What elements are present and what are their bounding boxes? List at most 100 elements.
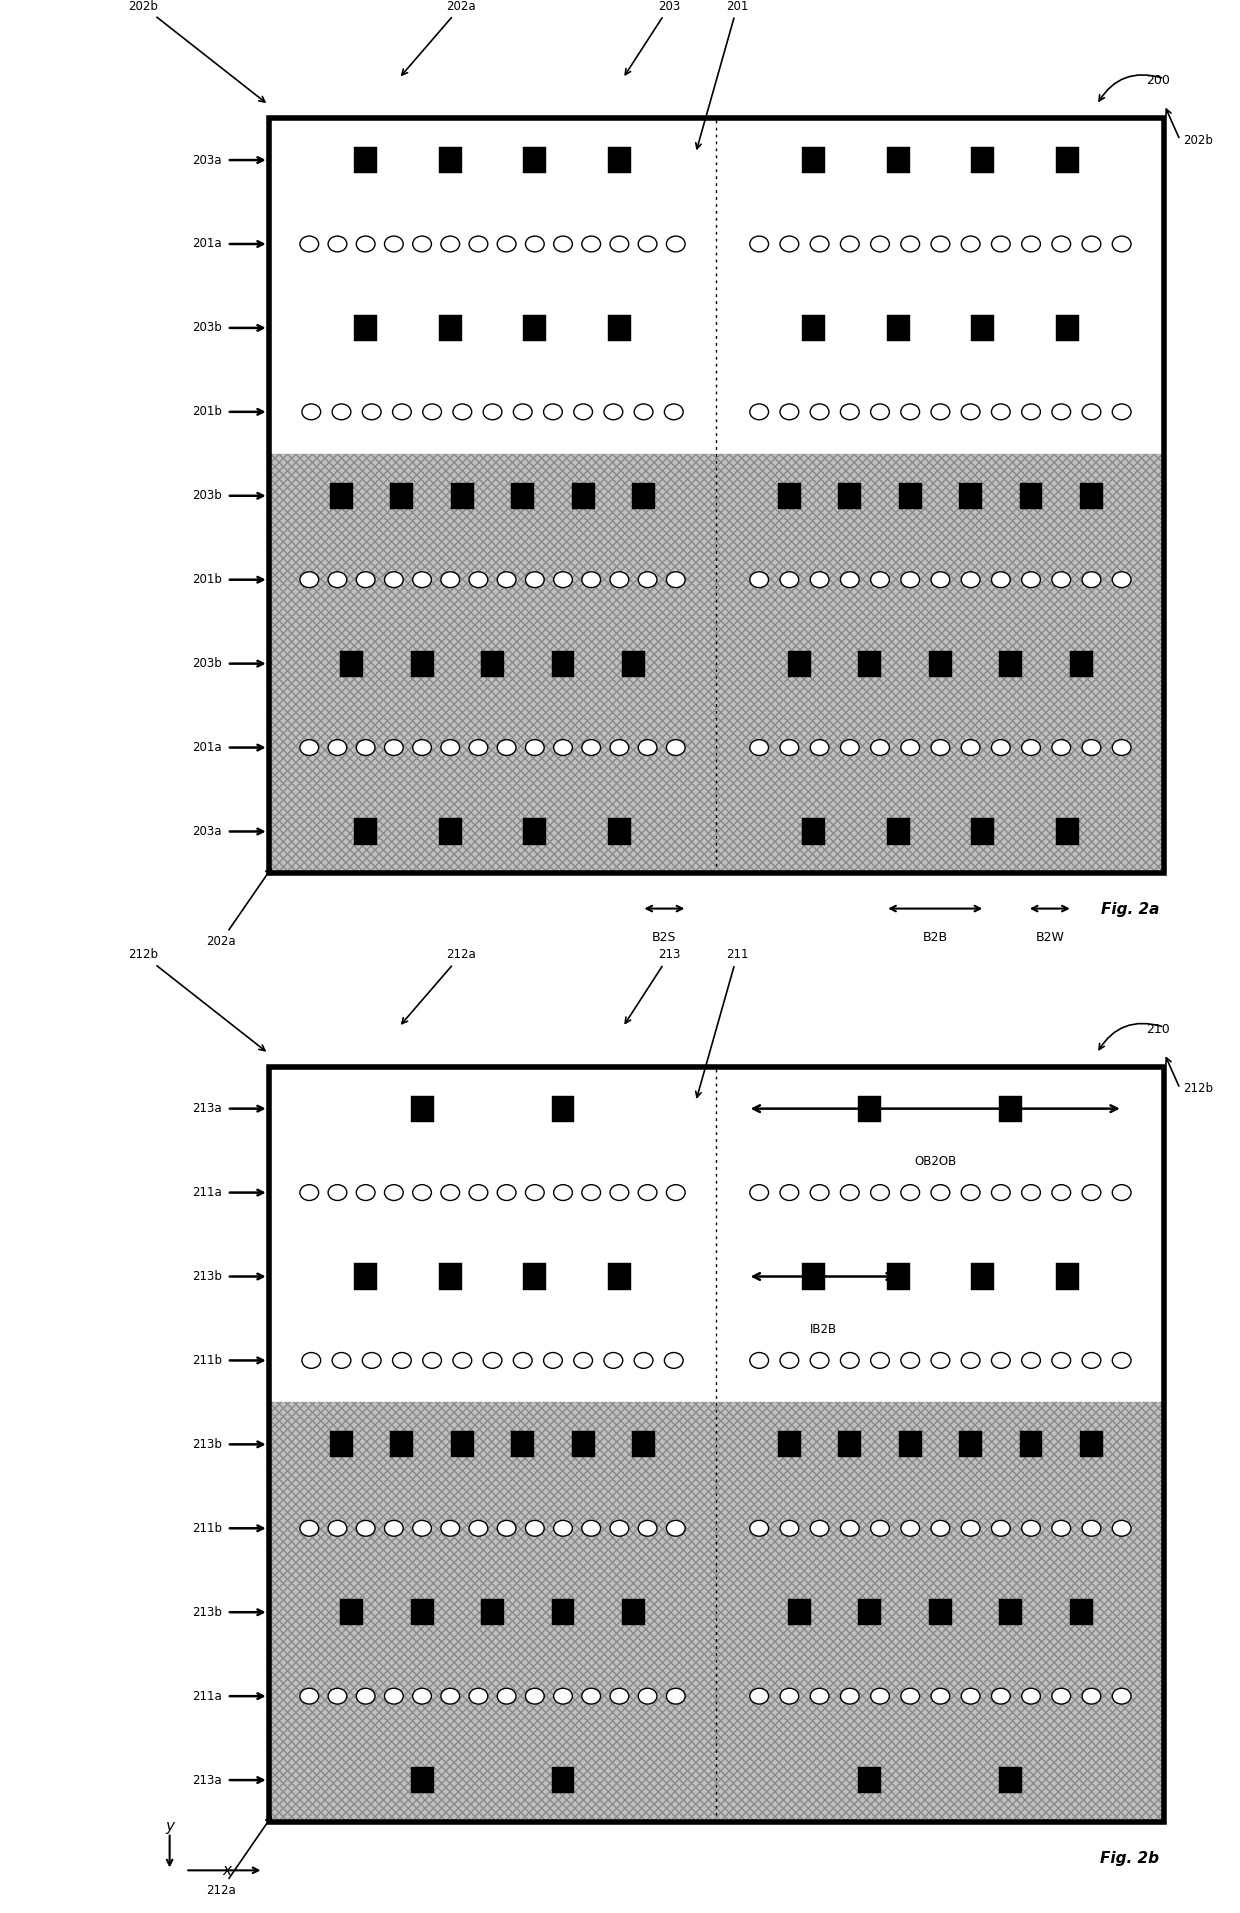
Circle shape [870, 740, 889, 756]
Text: Fig. 2a: Fig. 2a [1101, 903, 1159, 918]
Text: 202b: 202b [128, 0, 265, 101]
Text: 212b: 212b [128, 949, 265, 1050]
Circle shape [610, 1521, 629, 1536]
Circle shape [870, 1184, 889, 1201]
Circle shape [931, 1184, 950, 1201]
Circle shape [526, 1184, 544, 1201]
Bar [929, 650, 952, 677]
Circle shape [553, 1184, 573, 1201]
Circle shape [666, 1521, 686, 1536]
Circle shape [780, 572, 799, 587]
Bar [439, 1263, 461, 1289]
Circle shape [356, 235, 374, 253]
Circle shape [1083, 1521, 1101, 1536]
Circle shape [992, 1352, 1011, 1368]
Circle shape [961, 235, 980, 253]
Bar [608, 1263, 631, 1289]
Circle shape [780, 1689, 799, 1704]
Circle shape [961, 1521, 980, 1536]
Circle shape [992, 1521, 1011, 1536]
Bar [481, 1599, 503, 1626]
Text: 201a: 201a [192, 237, 222, 251]
Bar [269, 453, 1164, 874]
Circle shape [484, 1352, 502, 1368]
Circle shape [469, 235, 487, 253]
Circle shape [810, 740, 830, 756]
Circle shape [362, 1352, 381, 1368]
Circle shape [1022, 1184, 1040, 1201]
Circle shape [900, 404, 920, 419]
Circle shape [750, 1689, 769, 1704]
Bar [355, 147, 377, 172]
Circle shape [497, 235, 516, 253]
Circle shape [665, 1352, 683, 1368]
Circle shape [750, 235, 769, 253]
Circle shape [810, 1184, 830, 1201]
Circle shape [582, 1521, 600, 1536]
Circle shape [393, 1352, 412, 1368]
Circle shape [469, 1689, 487, 1704]
Circle shape [780, 1184, 799, 1201]
Circle shape [1022, 1352, 1040, 1368]
Circle shape [1022, 740, 1040, 756]
Circle shape [553, 572, 573, 587]
Circle shape [810, 1352, 830, 1368]
Circle shape [393, 404, 412, 419]
Bar [552, 650, 574, 677]
Circle shape [931, 740, 950, 756]
Circle shape [666, 1184, 686, 1201]
Bar [269, 453, 1164, 874]
Bar [632, 1431, 655, 1458]
Circle shape [780, 740, 799, 756]
Bar [451, 1431, 474, 1458]
Circle shape [300, 235, 319, 253]
Circle shape [582, 740, 600, 756]
Circle shape [780, 1352, 799, 1368]
Text: 203a: 203a [192, 825, 222, 838]
Circle shape [931, 1352, 950, 1368]
Bar [552, 1599, 574, 1626]
Circle shape [841, 740, 859, 756]
Circle shape [841, 404, 859, 419]
Circle shape [841, 1352, 859, 1368]
Circle shape [610, 1689, 629, 1704]
Circle shape [810, 1689, 830, 1704]
Bar [777, 1431, 801, 1458]
Bar [410, 1096, 434, 1121]
Circle shape [553, 1689, 573, 1704]
Circle shape [356, 1689, 374, 1704]
Text: 203b: 203b [192, 658, 222, 670]
Circle shape [1022, 1689, 1040, 1704]
Bar [355, 316, 377, 341]
Circle shape [497, 1689, 516, 1704]
Circle shape [1083, 1689, 1101, 1704]
Bar [777, 482, 801, 509]
Bar [999, 1096, 1022, 1121]
Circle shape [356, 572, 374, 587]
Text: 202b: 202b [1183, 134, 1213, 147]
Circle shape [497, 740, 516, 756]
Text: 211b: 211b [192, 1354, 222, 1368]
Bar [269, 119, 1164, 874]
Text: 201: 201 [696, 0, 749, 149]
Bar [410, 650, 434, 677]
Circle shape [841, 235, 859, 253]
Circle shape [301, 404, 321, 419]
Bar [608, 316, 631, 341]
Circle shape [639, 1689, 657, 1704]
Text: 202a: 202a [206, 869, 272, 949]
Circle shape [413, 572, 432, 587]
Bar [1080, 1431, 1102, 1458]
Bar [269, 453, 1164, 874]
Circle shape [961, 740, 980, 756]
Circle shape [750, 1352, 769, 1368]
Bar [899, 1431, 921, 1458]
Bar [355, 819, 377, 844]
Bar [269, 1402, 1164, 1821]
Circle shape [453, 1352, 471, 1368]
Circle shape [610, 235, 629, 253]
Circle shape [870, 404, 889, 419]
Bar [1019, 1431, 1043, 1458]
Circle shape [384, 1689, 403, 1704]
Circle shape [1083, 740, 1101, 756]
